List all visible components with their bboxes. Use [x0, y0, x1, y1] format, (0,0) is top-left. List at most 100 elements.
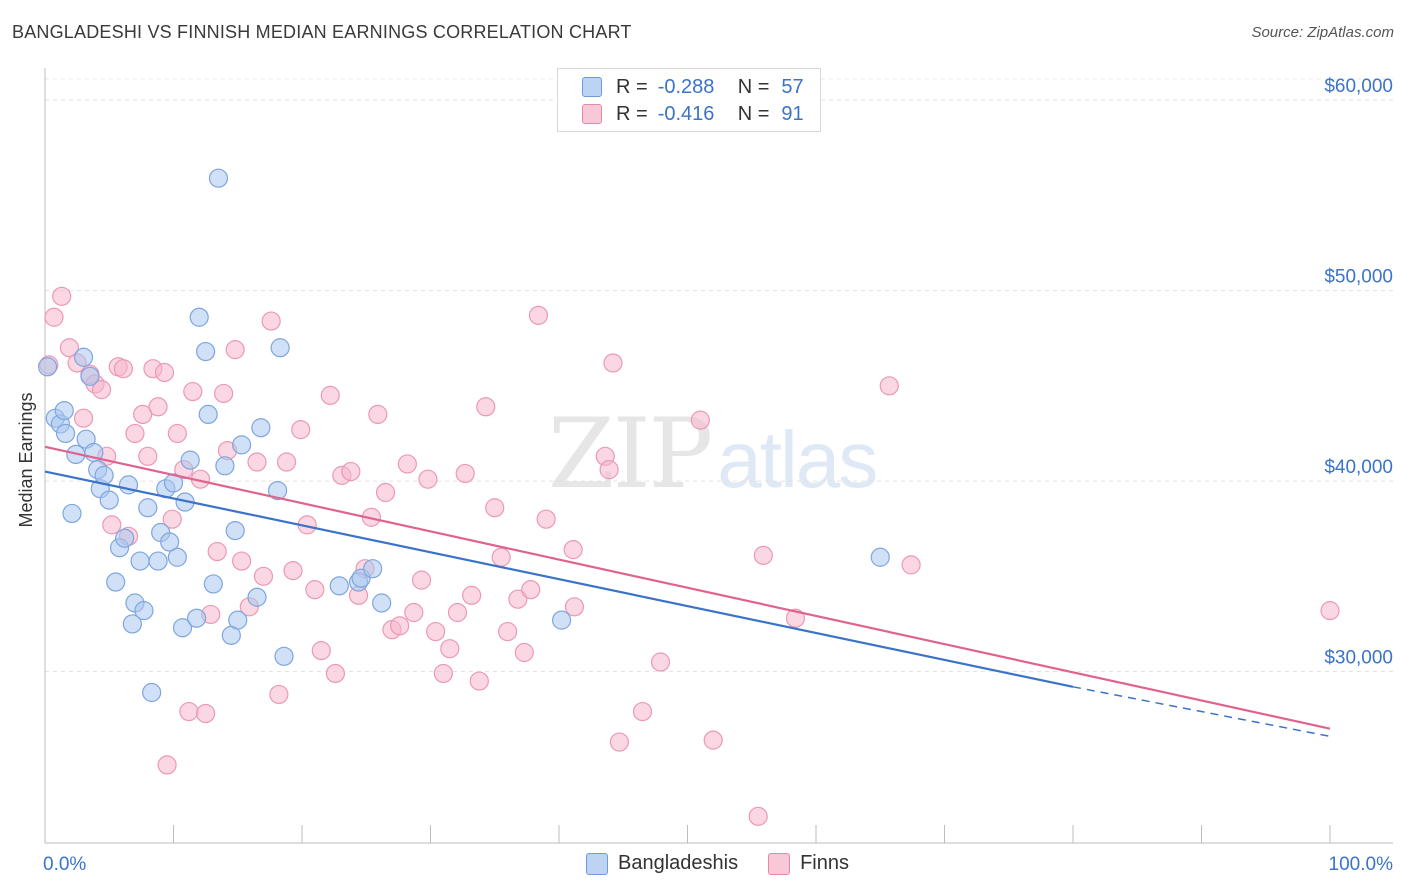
bangladeshis-point [138, 498, 158, 518]
finns-point [603, 353, 623, 373]
y-tick-label: $30,000 [1324, 648, 1393, 669]
finns-point [536, 509, 556, 529]
bangladeshis-point [228, 610, 248, 630]
bangladeshis-trendline-extension [1072, 686, 1331, 738]
finns-point [609, 732, 629, 752]
bangladeshis-point [198, 404, 218, 425]
finns-point [138, 446, 158, 466]
finns-point [276, 452, 297, 472]
legend-label-bangladeshis: Bangladeshis [618, 852, 739, 874]
bangladeshis-point [142, 682, 162, 703]
bangladeshis-point [130, 551, 150, 571]
finns-point [179, 701, 199, 722]
finns-point [59, 338, 80, 358]
finns-point [753, 545, 773, 565]
finns-point [418, 469, 438, 489]
finns-point [167, 423, 187, 444]
finns-point [44, 307, 64, 327]
finns-point [52, 286, 72, 306]
finns-point [225, 340, 245, 360]
finns-point [514, 642, 534, 663]
finns-point [269, 684, 289, 705]
finns-point [476, 397, 496, 417]
x-tick-label: 100.0% [1329, 854, 1394, 875]
y-axis-label: Median Earnings [16, 392, 36, 527]
bangladeshis-point [189, 307, 209, 327]
bangladeshis-point [172, 618, 193, 638]
finns-point [102, 515, 122, 535]
finns-point [469, 671, 489, 691]
finns-point [404, 602, 424, 623]
n-value-finns: 91 [781, 102, 804, 125]
bangladeshis-point [106, 572, 126, 592]
finns-point [748, 806, 768, 826]
legend-row-finns: R = -0.416 N = 91 [582, 102, 804, 126]
finns-point [320, 385, 340, 405]
y-tick-label: $40,000 [1324, 457, 1393, 478]
n-value-bangladeshis: 57 [781, 75, 804, 98]
source-label: Source: ZipAtlas.com [1251, 24, 1394, 41]
x-tick-label: 0.0% [43, 854, 86, 875]
bangladeshis-point [180, 450, 200, 470]
y-tick-label: $50,000 [1324, 267, 1393, 288]
finns-point [528, 305, 549, 325]
finns-point [455, 463, 475, 484]
bangladeshis-trendline [44, 470, 1074, 688]
bangladeshis-point [80, 366, 100, 386]
finns-point [73, 408, 94, 428]
finns-point [375, 482, 396, 503]
bangladeshis-point [232, 435, 252, 455]
bangladeshis-point [363, 559, 383, 579]
bangladeshis-legend-swatch [586, 852, 608, 875]
finns-point [485, 498, 505, 518]
bangladeshis-point [215, 456, 235, 476]
bangladeshis-point [167, 547, 187, 567]
watermark-atlas: atlas [717, 415, 878, 504]
n-label: N = [737, 75, 770, 98]
bangladeshis-point [329, 576, 349, 596]
finns-point [411, 570, 432, 590]
bangladeshis-point [122, 614, 142, 634]
finns-point [154, 362, 175, 383]
series-legend: Bangladeshis Finns [586, 852, 879, 875]
finns-point [491, 547, 511, 567]
finns-point [426, 621, 446, 642]
finns-point [247, 452, 267, 472]
watermark: ZIPatlas [548, 398, 878, 510]
bangladeshis-point [247, 587, 267, 607]
bangladeshis-point [73, 347, 94, 367]
legend-item-finns[interactable]: Finns [768, 852, 849, 875]
bangladeshis-point [225, 520, 245, 541]
bangladeshis-point [196, 341, 216, 362]
finns-point [305, 580, 325, 600]
finns-point [397, 454, 417, 474]
finns-point [564, 597, 585, 617]
bangladeshis-point [870, 547, 890, 567]
finns-point [283, 561, 303, 581]
legend-item-bangladeshis[interactable]: Bangladeshis [586, 852, 738, 875]
bangladeshis-point [55, 423, 76, 444]
finns-point [341, 461, 361, 482]
bangladeshis-point [203, 574, 223, 594]
r-value-finns: -0.416 [657, 102, 715, 125]
bangladeshis-swatch [582, 77, 602, 97]
finns-point [521, 580, 541, 600]
finns-point [650, 652, 671, 672]
bangladeshis-point [251, 418, 271, 438]
bangladeshis-point [99, 490, 119, 510]
chart-title: BANGLADESHI VS FINNISH MEDIAN EARNINGS C… [12, 22, 632, 42]
finns-point [91, 380, 112, 400]
finns-point [462, 585, 482, 605]
finns-point [390, 616, 410, 636]
r-label: R = [616, 75, 648, 98]
finns-legend-swatch [768, 852, 791, 875]
finns-point [311, 641, 331, 661]
finns-point [196, 703, 216, 724]
finns-point [632, 701, 653, 722]
finns-point [157, 755, 177, 775]
bangladeshis-point [267, 480, 288, 501]
finns-point [498, 621, 518, 642]
finns-point [879, 376, 899, 396]
bangladeshis-point [208, 168, 229, 188]
